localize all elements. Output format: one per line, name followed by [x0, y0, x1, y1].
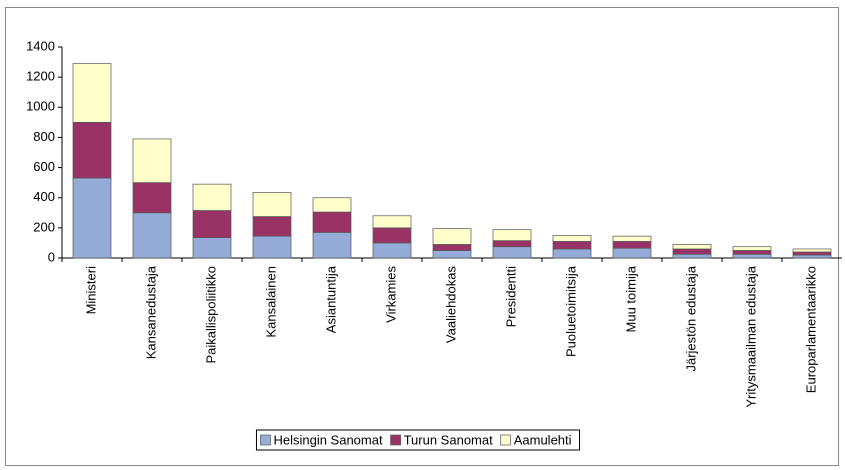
y-tick-label: 800	[33, 129, 55, 144]
x-tick-label: Asiantuntija	[323, 265, 338, 333]
bar-segment	[192, 210, 232, 239]
bar-segment	[672, 244, 712, 250]
bar-segment	[252, 216, 292, 237]
bar-segment	[552, 241, 592, 250]
bar-segment	[312, 232, 352, 259]
x-tick-label: Presidentti	[503, 266, 518, 328]
y-tick-label: 1400	[26, 38, 55, 53]
y-tick-label: 1200	[26, 69, 55, 84]
y-tick-label: 1000	[26, 99, 55, 114]
x-tick-label: Vaaliehdokas	[443, 266, 458, 344]
bar-segment	[792, 251, 832, 256]
legend-swatch	[500, 434, 512, 446]
x-tick-label: Kansalainen	[263, 266, 278, 338]
x-tick-label: Yritysmaailman edustaja	[743, 265, 758, 407]
bar-segment	[672, 248, 712, 255]
x-tick-label: Puoluetoimitsija	[563, 265, 578, 357]
bar-segment	[492, 240, 532, 248]
x-tick-label: Europarlamentaarikko	[803, 266, 818, 393]
y-tick-label: 0	[48, 249, 55, 264]
bar-segment	[492, 246, 532, 259]
x-tick-label: Ministeri	[83, 266, 98, 315]
bar-segment	[792, 254, 832, 259]
bar-segment	[432, 250, 472, 259]
legend-swatch	[260, 434, 271, 446]
bar-segment	[792, 248, 832, 253]
bar-segment	[612, 241, 652, 249]
x-tick-label: Virkamies	[383, 266, 398, 323]
x-tick-label: Muu toimija	[623, 265, 638, 332]
bar-segment	[492, 229, 532, 242]
bar-segment	[192, 237, 232, 259]
bar-segment	[312, 197, 352, 213]
legend-swatch	[390, 434, 401, 446]
bar-segment	[192, 183, 232, 211]
bar-segment	[252, 192, 292, 217]
bar-segment	[252, 235, 292, 259]
bar-segment	[312, 211, 352, 233]
bar-segment	[432, 244, 472, 251]
bar-segment	[552, 235, 592, 242]
bar-segment	[72, 177, 112, 259]
chart-frame	[5, 7, 839, 466]
y-tick-label: 200	[33, 219, 55, 234]
legend: Helsingin Sanomat Turun Sanomat Aamulehti	[255, 429, 581, 451]
bar-segment	[132, 212, 172, 259]
y-tick-label: 600	[33, 159, 55, 174]
bar-segment	[72, 122, 112, 179]
bar-segment	[612, 235, 652, 242]
bar-segment	[552, 248, 592, 259]
x-tick-label: Paikallispoliitikko	[203, 266, 218, 364]
bar-segment	[372, 227, 412, 244]
bar-segment	[372, 215, 412, 229]
bar-segment	[732, 246, 772, 251]
x-tick-label: Järjestön edustaja	[683, 265, 698, 371]
bar-segment	[612, 247, 652, 259]
bar-segment	[72, 63, 112, 123]
bar-segment	[732, 250, 772, 255]
bar-segment	[132, 182, 172, 214]
legend-label: Turun Sanomat	[404, 432, 494, 447]
bar-segment	[432, 228, 472, 245]
legend-box	[255, 429, 581, 451]
legend-label: Helsingin Sanomat	[273, 432, 383, 447]
y-tick-label: 400	[33, 189, 55, 204]
legend-label: Aamulehti	[514, 432, 572, 447]
bar-segment	[672, 253, 712, 259]
bar-segment	[732, 253, 772, 259]
bar-segment	[372, 242, 412, 259]
bar-segment	[132, 138, 172, 183]
x-tick-label: Kansanedustaja	[143, 265, 158, 359]
